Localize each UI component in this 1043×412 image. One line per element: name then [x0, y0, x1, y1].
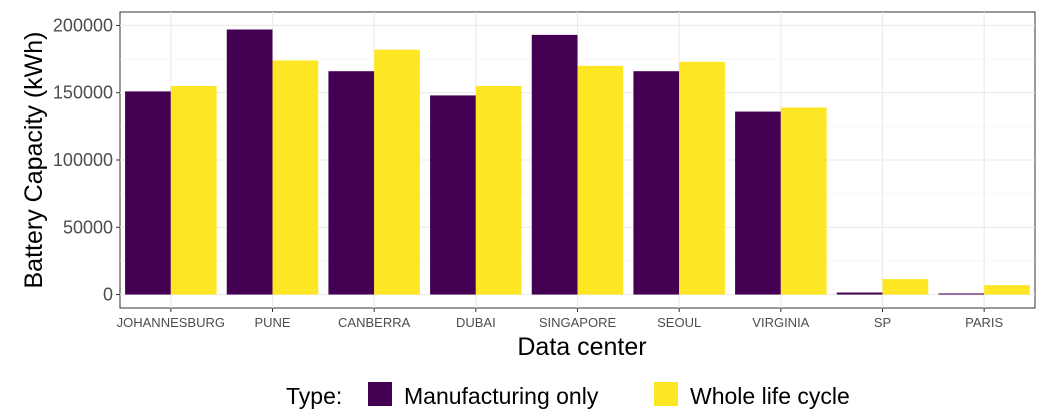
x-tick-label: SP: [874, 315, 891, 330]
bar-sp-whole-life-cycle: [882, 279, 929, 295]
legend-title: Type:: [286, 383, 342, 409]
bar-sp-manufacturing: [836, 292, 883, 295]
bar-dubai-whole-life-cycle: [475, 86, 522, 295]
y-tick-label: 150000: [53, 83, 113, 103]
bar-johannesburg-manufacturing: [125, 91, 171, 295]
x-tick-label: PARIS: [965, 315, 1003, 330]
legend-swatch-manufacturing: [368, 382, 392, 406]
x-tick-label: SEOUL: [657, 315, 701, 330]
bar-dubai-manufacturing: [430, 95, 476, 295]
legend-label-manufacturing: Manufacturing only: [404, 383, 599, 409]
x-axis-title: Data center: [517, 333, 646, 361]
bar-virginia-whole-life-cycle: [780, 107, 827, 295]
bar-paris-whole-life-cycle: [984, 285, 1030, 295]
bar-canberra-whole-life-cycle: [374, 49, 420, 295]
x-tick-label: VIRGINIA: [752, 315, 809, 330]
x-tick-label: DUBAI: [456, 315, 496, 330]
bar-pune-whole-life-cycle: [272, 60, 319, 295]
bar-pune-manufacturing: [226, 29, 273, 295]
bars: [125, 29, 1030, 295]
legend-swatch-whole-life-cycle: [654, 382, 678, 406]
bar-canberra-manufacturing: [328, 71, 375, 295]
y-tick-label: 50000: [63, 217, 113, 237]
bar-paris-manufacturing: [938, 293, 985, 295]
bar-virginia-manufacturing: [735, 111, 781, 295]
legend-label-whole-life-cycle: Whole life cycle: [690, 383, 850, 409]
y-axis-title: Battery Capacity (kWh): [20, 31, 48, 288]
legend: Type: Manufacturing only Whole life cycl…: [286, 382, 850, 409]
bar-seoul-manufacturing: [633, 71, 680, 295]
bar-seoul-whole-life-cycle: [679, 61, 725, 295]
y-tick-label: 100000: [53, 150, 113, 170]
bar-johannesburg-whole-life-cycle: [170, 86, 217, 295]
x-tick-label: SINGAPORE: [539, 315, 617, 330]
y-tick-label: 0: [103, 285, 113, 305]
x-axis-ticks: JOHANNESBURG PUNE CANBERRA DUBAI SINGAPORE SE…: [117, 308, 1004, 330]
bar-singapore-whole-life-cycle: [577, 65, 624, 295]
x-tick-label: JOHANNESBURG: [117, 315, 225, 330]
x-tick-label: CANBERRA: [338, 315, 411, 330]
x-tick-label: PUNE: [254, 315, 290, 330]
y-tick-label: 200000: [53, 15, 113, 35]
y-axis-ticks: 0 50000 100000 150000 200000: [53, 15, 120, 305]
bar-singapore-manufacturing: [531, 34, 578, 295]
